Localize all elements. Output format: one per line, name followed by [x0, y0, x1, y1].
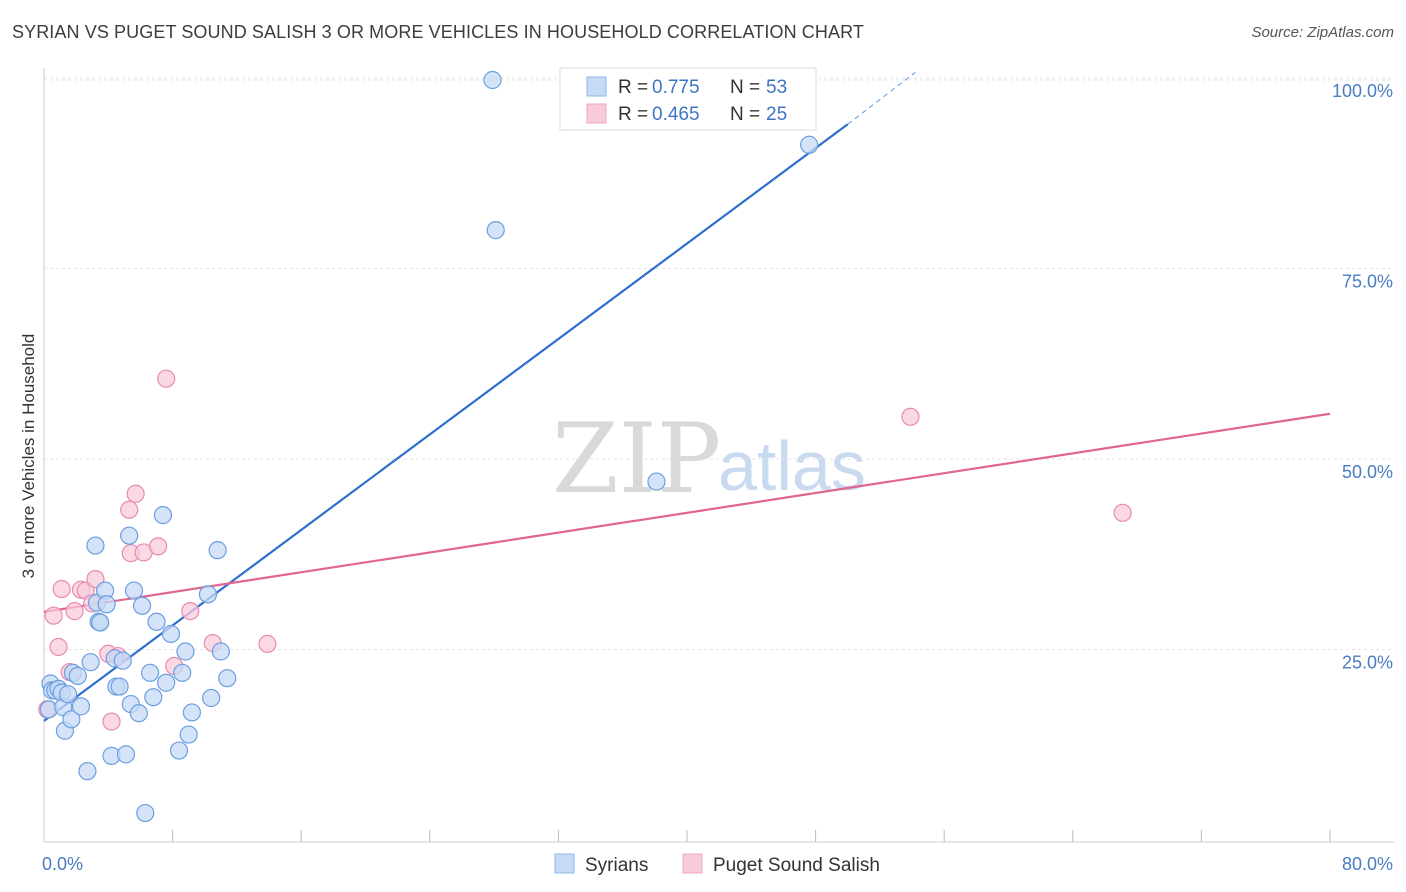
point-syrians: [59, 685, 78, 704]
y-tick-label: 75.0%: [1342, 272, 1393, 292]
point-syrians: [78, 762, 97, 781]
point-syrians: [129, 704, 148, 723]
stats-legend-n-label-0: N =: [730, 77, 760, 98]
point-syrians: [140, 663, 160, 682]
watermark-zip: ZIP: [552, 403, 721, 515]
point-salish: [126, 484, 145, 503]
point-syrians: [124, 581, 144, 600]
watermark-atlas: atlas: [718, 427, 866, 505]
point-salish: [120, 500, 139, 519]
point-syrians: [136, 803, 155, 823]
point-syrians: [147, 612, 166, 631]
trend-line-syrians: [43, 123, 849, 722]
point-syrians: [157, 673, 176, 692]
data-points: [38, 70, 1132, 823]
point-salish: [1113, 503, 1132, 522]
x-tick-label-min: 0.0%: [42, 854, 83, 874]
stats-legend-r-label-0: R =: [618, 77, 648, 98]
point-syrians: [153, 506, 173, 525]
legend-label-salish: Puget Sound Salish: [713, 855, 880, 876]
x-tick-label-max: 80.0%: [1342, 854, 1393, 874]
point-syrians: [81, 653, 100, 672]
point-salish: [149, 537, 168, 556]
point-salish: [157, 369, 176, 388]
y-axis-title: 3 or more Vehicles in Household: [19, 334, 38, 579]
point-syrians: [71, 697, 91, 716]
stats-legend-n-label-1: N =: [730, 104, 760, 125]
point-syrians: [169, 741, 189, 760]
point-salish: [65, 602, 84, 621]
point-syrians: [113, 651, 132, 670]
point-syrians: [202, 688, 221, 708]
point-salish: [44, 606, 63, 625]
point-syrians: [179, 725, 198, 744]
point-syrians: [62, 710, 81, 729]
stats-legend-n-value-0: 53: [766, 77, 787, 98]
x-ticks: [172, 830, 1331, 842]
point-syrians: [161, 624, 181, 644]
point-syrians: [182, 703, 201, 722]
point-syrians: [486, 221, 505, 240]
y-tick-label: 25.0%: [1342, 653, 1393, 673]
point-syrians: [647, 472, 666, 491]
trend-lines: [43, 71, 1331, 722]
point-syrians: [68, 666, 87, 685]
stats-legend-swatch-salish: [586, 103, 607, 124]
point-syrians: [120, 526, 139, 545]
point-syrians: [132, 596, 152, 615]
legend-swatch-salish: [682, 853, 703, 874]
point-syrians: [208, 541, 227, 560]
y-tick-label: 100.0%: [1332, 81, 1393, 101]
point-salish: [181, 602, 200, 621]
trend-line-salish: [43, 412, 1331, 613]
point-syrians: [198, 585, 218, 604]
point-syrians: [176, 642, 195, 661]
legend-label-syrians: Syrians: [585, 855, 648, 876]
grid: [44, 77, 1394, 650]
chart-source: Source: ZipAtlas.com: [1251, 24, 1394, 41]
series-legend: Syrians Puget Sound Salish: [554, 853, 880, 876]
legend-swatch-syrians: [554, 853, 575, 874]
point-syrians: [483, 70, 502, 90]
point-syrians: [91, 613, 110, 632]
point-syrians: [173, 663, 192, 682]
chart-title: SYRIAN VS PUGET SOUND SALISH 3 OR MORE V…: [12, 22, 864, 42]
trend-line-syrians-extension: [847, 71, 916, 125]
point-salish: [901, 407, 920, 426]
stats-legend: R = 0.775 N = 53 R = 0.465 N = 25: [559, 67, 817, 131]
point-syrians: [97, 595, 116, 614]
stats-legend-n-value-1: 25: [766, 104, 787, 125]
point-syrians: [110, 677, 129, 696]
point-syrians: [144, 688, 163, 707]
point-syrians: [218, 669, 237, 688]
y-tick-labels: 25.0% 50.0% 75.0% 100.0%: [1332, 81, 1393, 673]
point-salish: [49, 637, 68, 657]
stats-legend-r-label-1: R =: [618, 104, 648, 125]
point-syrians: [116, 745, 136, 764]
stats-legend-swatch-syrians: [586, 76, 607, 97]
point-syrians: [211, 642, 230, 661]
point-salish: [102, 712, 121, 731]
y-tick-label: 50.0%: [1342, 462, 1393, 482]
point-syrians: [800, 135, 819, 154]
point-syrians: [86, 536, 105, 555]
stats-legend-r-value-1: 0.465: [652, 104, 700, 125]
point-salish: [52, 579, 71, 599]
stats-legend-r-value-0: 0.775: [652, 77, 700, 98]
point-salish: [258, 634, 277, 653]
